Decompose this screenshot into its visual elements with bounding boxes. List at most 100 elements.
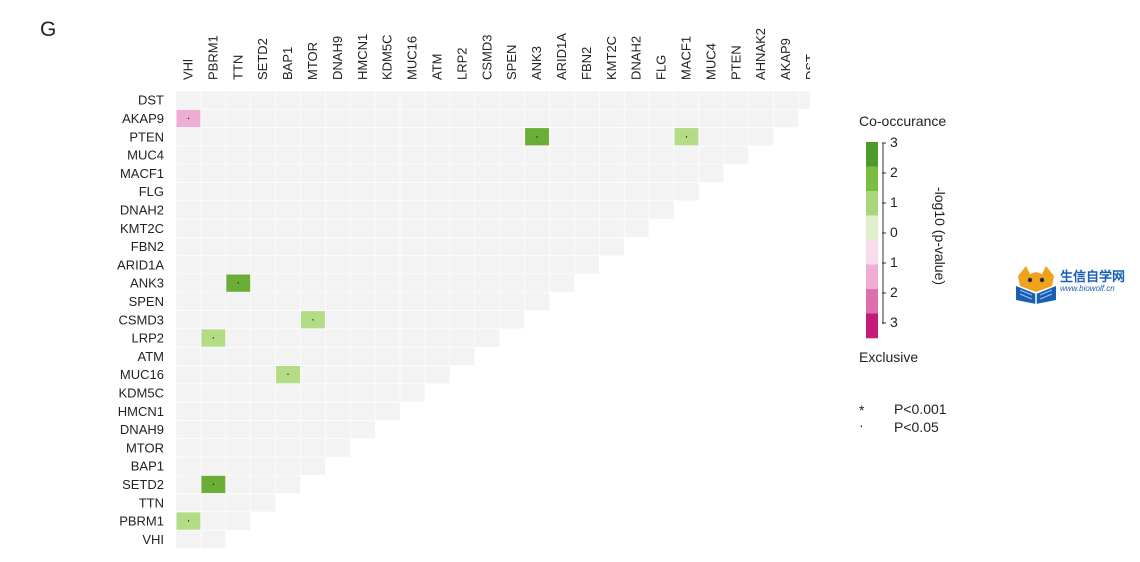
heatmap-cell [474,255,500,275]
heatmap-cell [424,365,451,385]
heatmap-cell [399,365,426,385]
heatmap-cell [698,90,725,110]
heatmap-cell [225,255,252,275]
heatmap-cell [300,127,326,147]
row-label-setd2: SETD2 [122,477,164,492]
heatmap-cell [598,182,625,202]
heatmap-cell [275,310,301,330]
heatmap-cell [499,291,525,311]
column-label-akap9: AKAP9 [778,38,793,80]
heatmap-cell [574,109,600,128]
row-label-lrp2: LRP2 [131,331,164,346]
heatmap-cell [250,438,276,458]
heatmap-cell [374,218,401,238]
significance-marker: · [684,129,688,143]
heatmap-cell [225,365,252,385]
heatmap-cell [300,346,326,366]
heatmap-cell [175,365,202,385]
heatmap-cell [549,109,575,128]
heatmap-cell [175,529,202,549]
heatmap-cell [325,255,351,275]
heatmap-cell [399,145,426,165]
heatmap-cell [549,200,575,220]
heatmap-cell [250,365,276,385]
heatmap-cell [200,218,227,238]
heatmap-cell [474,109,500,128]
legend-tick-label: 0 [890,224,898,240]
heatmap-cell [349,365,376,385]
heatmap-cell [250,401,276,421]
heatmap-cell [549,273,575,293]
heatmap-cell [623,200,650,220]
column-label-arid1a: ARID1A [554,33,569,80]
heatmap-cell [673,90,700,110]
heatmap-cell [424,145,451,165]
heatmap-cell [574,200,600,220]
row-label-pten: PTEN [129,129,164,144]
heatmap-cell [200,255,227,275]
heatmap-cell [399,310,426,330]
legend-swatch [866,191,878,216]
heatmap-cell [399,182,426,202]
heatmap-cell [200,401,227,421]
heatmap-cell [524,145,550,165]
heatmap-cell [200,291,227,311]
heatmap-cell [598,163,625,183]
column-label-ank3: ANK3 [529,46,544,80]
heatmap-cell [549,127,575,147]
row-label-muc4: MUC4 [127,148,164,163]
heatmap-cell [474,163,500,183]
heatmap-cell [349,346,376,366]
heatmap-cell [449,200,476,220]
heatmap-cell [499,310,525,330]
heatmap-cell [524,200,550,220]
heatmap-cell [673,145,700,165]
heatmap-cell [698,109,725,128]
heatmap-cell [374,401,401,421]
heatmap-cell [300,90,326,110]
heatmap-cell [499,109,525,128]
heatmap-cell [175,200,202,220]
watermark-url: www.biowolf.cn [1060,284,1115,293]
heatmap-cell [424,182,451,202]
heatmap-cell [349,328,376,348]
heatmap-cell [424,255,451,275]
heatmap-cell [200,182,227,202]
heatmap-cell [374,346,401,366]
column-label-kmt2c: KMT2C [604,36,619,80]
column-label-setd2: SETD2 [255,38,270,80]
row-label-dst: DST [138,93,164,108]
heatmap-cell [449,127,476,147]
column-label-kdm5c: KDM5C [380,34,395,80]
heatmap-cell [325,365,351,385]
heatmap-cell [275,163,301,183]
heatmap-cell [175,273,202,293]
legend-tick-label: 1 [890,194,898,210]
heatmap-cell [648,127,675,147]
heatmap-cell [349,182,376,202]
significance-marker: · [236,275,240,289]
heatmap-cell [474,182,500,202]
significance-label-weak: P<0.05 [894,419,939,435]
heatmap-cell [300,237,326,256]
heatmap-cell [200,90,227,110]
heatmap-cell [374,182,401,202]
heatmap-cell [449,90,476,110]
column-label-spen: SPEN [504,45,519,80]
heatmap-cell [250,90,276,110]
heatmap-cell [399,163,426,183]
heatmap-cell [200,438,227,458]
heatmap-cell [275,401,301,421]
heatmap-cell [598,109,625,128]
panel-label: G [40,18,57,41]
heatmap-cell [175,90,202,110]
significance-marker: · [186,513,190,527]
significant-cell-ank3-ttn [226,274,251,292]
heatmap-cell [374,200,401,220]
significance-marker: · [211,330,215,344]
column-label-dnah2: DNAH2 [629,36,644,80]
column-label-mtor: MTOR [305,42,320,80]
heatmap-cell [598,218,625,238]
heatmap-cell [275,109,301,128]
heatmap-cell [349,145,376,165]
